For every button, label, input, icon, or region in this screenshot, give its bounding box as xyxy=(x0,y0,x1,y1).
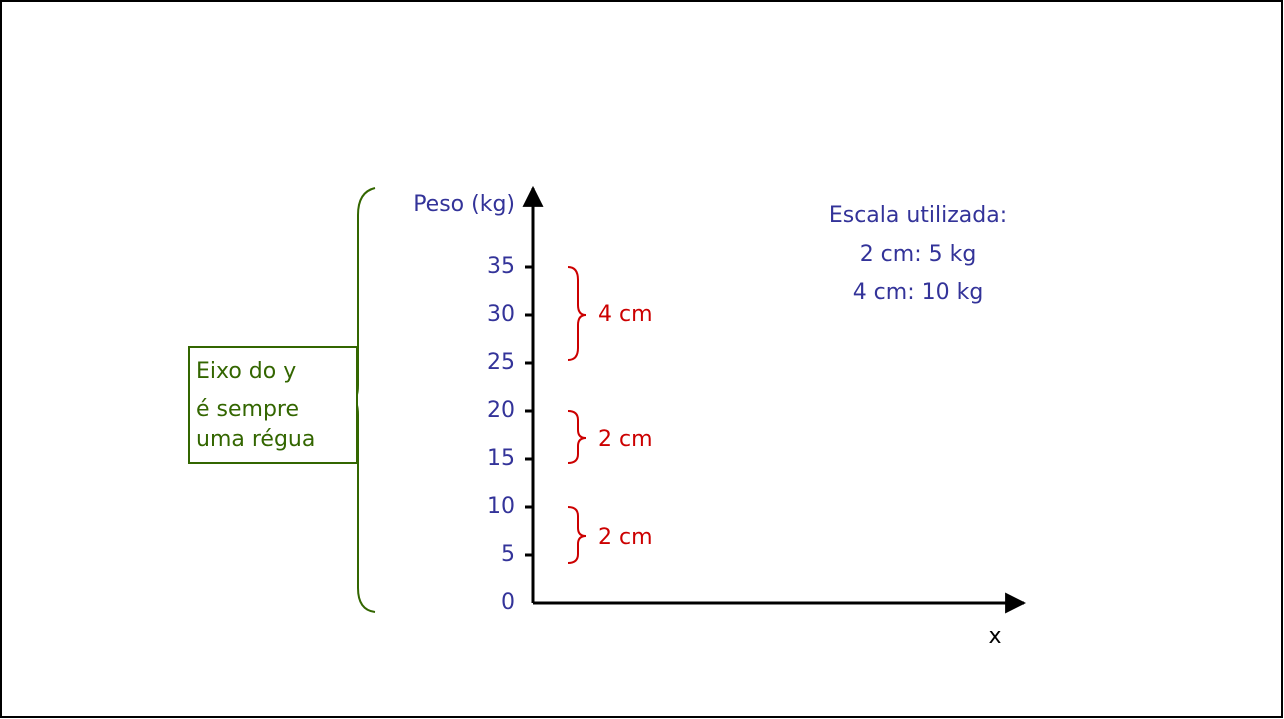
tick-label: 10 xyxy=(487,494,515,519)
tick-label: 25 xyxy=(487,350,515,375)
brace xyxy=(567,410,587,464)
scale-line: 4 cm: 10 kg xyxy=(853,280,984,305)
y-axis-label: Peso (kg) xyxy=(413,192,515,217)
tick-label: 20 xyxy=(487,398,515,423)
brace-label: 4 cm xyxy=(598,302,653,327)
note-line: é sempre xyxy=(196,397,299,422)
brace xyxy=(567,266,587,361)
note-line: Eixo do y xyxy=(196,359,296,384)
tick-label: 5 xyxy=(501,542,515,567)
brace-label: 2 cm xyxy=(598,427,653,452)
brace-label: 2 cm xyxy=(598,525,653,550)
note-box xyxy=(188,346,358,464)
x-axis-label: x xyxy=(988,624,1001,649)
tick-label: 35 xyxy=(487,254,515,279)
scale-title: Escala utilizada: xyxy=(829,203,1007,228)
note-line: uma régua xyxy=(196,427,315,452)
tick-label: 30 xyxy=(487,302,515,327)
brace xyxy=(567,506,587,564)
tick-label: 15 xyxy=(487,446,515,471)
scale-line: 2 cm: 5 kg xyxy=(860,242,977,267)
tick-label: 0 xyxy=(501,590,515,615)
